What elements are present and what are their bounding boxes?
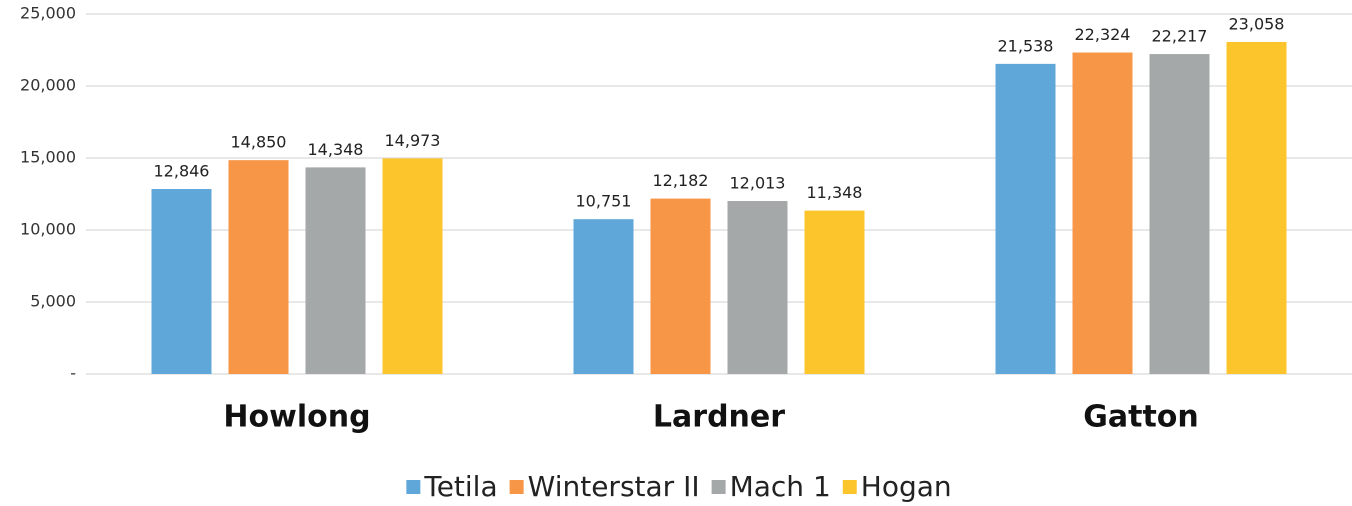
bar xyxy=(1072,52,1133,375)
data-label: 12,013 xyxy=(730,174,786,193)
x-tick-label: Lardner xyxy=(653,400,785,435)
data-label: 12,846 xyxy=(154,162,210,181)
data-label: 14,348 xyxy=(308,140,364,159)
y-tick-label: 20,000 xyxy=(20,76,76,95)
x-tick-label: Gatton xyxy=(1083,400,1199,435)
legend-swatch xyxy=(406,480,421,494)
legend-label: Hogan xyxy=(861,470,952,503)
y-tick-label: 5,000 xyxy=(30,292,76,311)
data-label: 21,538 xyxy=(998,36,1054,55)
bar xyxy=(573,219,634,374)
y-tick-label: 15,000 xyxy=(20,148,76,167)
y-tick-label: 25,000 xyxy=(20,4,76,23)
bar xyxy=(305,167,366,374)
bar xyxy=(727,201,788,374)
legend-label: Tetila xyxy=(423,470,497,503)
bar xyxy=(382,158,443,374)
bar xyxy=(228,160,289,374)
bar xyxy=(1149,54,1210,375)
bar xyxy=(804,210,865,374)
data-label: 11,348 xyxy=(807,183,863,202)
x-tick-label: Howlong xyxy=(223,400,370,435)
legend-swatch xyxy=(842,480,857,494)
bar xyxy=(1226,41,1287,374)
legend-label: Mach 1 xyxy=(730,470,831,503)
legend-label: Winterstar II xyxy=(528,470,700,503)
y-tick-label: - xyxy=(70,364,76,383)
data-label: 14,850 xyxy=(231,133,287,152)
legend-swatch xyxy=(509,480,524,494)
legend-swatch xyxy=(711,480,726,494)
bar xyxy=(650,198,711,374)
bar xyxy=(151,189,212,374)
data-label: 10,751 xyxy=(576,192,632,211)
data-label: 23,058 xyxy=(1229,14,1285,33)
y-tick-label: 10,000 xyxy=(20,220,76,239)
bar xyxy=(995,63,1056,375)
data-label: 22,217 xyxy=(1152,27,1208,46)
data-label: 14,973 xyxy=(385,131,441,150)
data-label: 22,324 xyxy=(1075,25,1131,44)
data-label: 12,182 xyxy=(653,171,709,190)
